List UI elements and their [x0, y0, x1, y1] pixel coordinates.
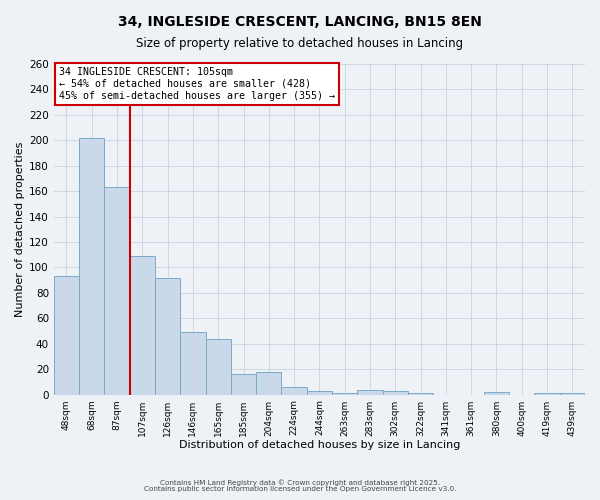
Bar: [54, 276, 79, 394]
Bar: [484, 392, 509, 394]
Text: 34, INGLESIDE CRESCENT, LANCING, BN15 8EN: 34, INGLESIDE CRESCENT, LANCING, BN15 8E…: [118, 15, 482, 29]
Text: Size of property relative to detached houses in Lancing: Size of property relative to detached ho…: [136, 38, 464, 51]
Bar: [281, 387, 307, 394]
Y-axis label: Number of detached properties: Number of detached properties: [15, 142, 25, 317]
Bar: [383, 391, 408, 394]
Bar: [206, 338, 231, 394]
Bar: [155, 278, 180, 394]
Bar: [180, 332, 206, 394]
Bar: [130, 256, 155, 394]
Bar: [256, 372, 281, 394]
Bar: [307, 391, 332, 394]
Bar: [104, 188, 130, 394]
Text: Contains HM Land Registry data © Crown copyright and database right 2025.
Contai: Contains HM Land Registry data © Crown c…: [144, 479, 456, 492]
Bar: [358, 390, 383, 394]
Bar: [231, 374, 256, 394]
X-axis label: Distribution of detached houses by size in Lancing: Distribution of detached houses by size …: [179, 440, 460, 450]
Text: 34 INGLESIDE CRESCENT: 105sqm
← 54% of detached houses are smaller (428)
45% of : 34 INGLESIDE CRESCENT: 105sqm ← 54% of d…: [59, 68, 335, 100]
Bar: [79, 138, 104, 394]
